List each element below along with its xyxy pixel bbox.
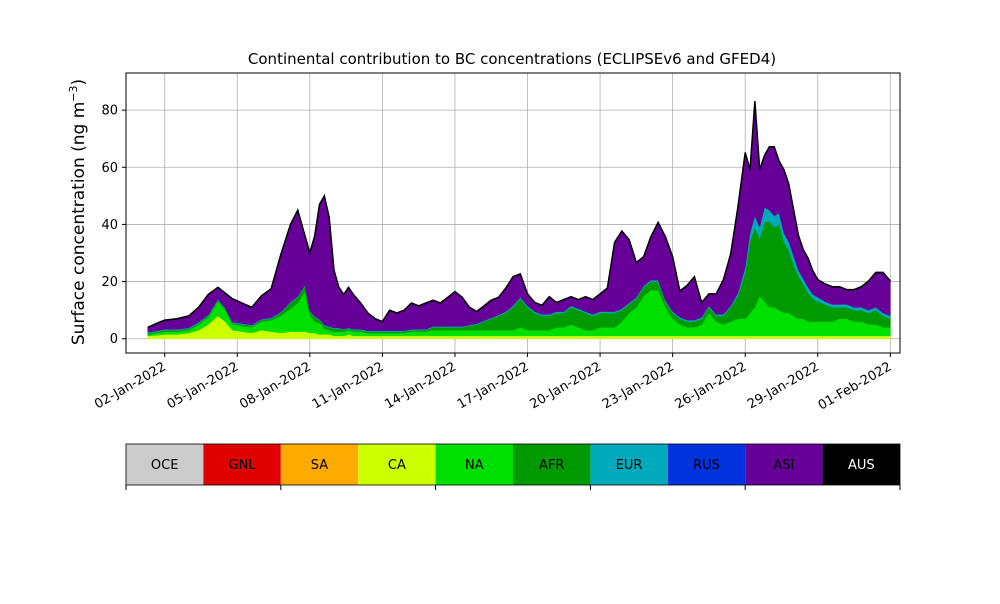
legend-label-rus: RUS	[693, 458, 720, 473]
x-tick-label: 17-Jan-2022	[455, 359, 532, 412]
legend-label-afr: AFR	[539, 458, 564, 473]
legend-label-asi: ASI	[773, 458, 794, 473]
plot-frame	[125, 72, 901, 354]
y-tick-label: 20	[101, 275, 118, 290]
legend-label-oce: OCE	[151, 458, 179, 473]
y-axis-label: Surface concentration (ng m−3)	[67, 79, 89, 345]
legend-swatch-asi	[745, 444, 823, 485]
plot-areas	[147, 100, 891, 339]
legend: OCE GNL SA CA NA AFR EUR RUS ASI AUS	[125, 443, 901, 490]
x-tick-label: 11-Jan-2022	[310, 359, 387, 412]
legend-swatch-afr	[513, 444, 591, 485]
total-outline	[147, 100, 891, 328]
legend-label-aus: AUS	[848, 458, 875, 473]
legend-label-eur: EUR	[616, 458, 643, 473]
legend-label-ca: CA	[388, 458, 406, 473]
legend-swatch-oce	[126, 444, 204, 485]
x-tick-label: 29-Jan-2022	[745, 359, 822, 412]
legend-label-sa: SA	[311, 458, 328, 473]
x-tick-label: 08-Jan-2022	[237, 359, 314, 412]
x-tick-label: 01-Feb-2022	[816, 359, 895, 413]
y-axis-label-close: )	[69, 79, 89, 86]
legend-label-na: NA	[465, 458, 484, 473]
x-tick-label: 02-Jan-2022	[92, 359, 169, 412]
legend-swatch-eur	[590, 444, 668, 485]
y-tick-label: 60	[101, 161, 118, 176]
y-tick-label: 40	[101, 218, 118, 233]
x-tick-label: 23-Jan-2022	[600, 359, 677, 412]
legend-swatch-aus	[822, 444, 900, 485]
y-axis-label-exponent: −3	[67, 85, 80, 101]
x-tick-label: 14-Jan-2022	[382, 359, 459, 412]
legend-swatch-ca	[358, 444, 436, 485]
x-tick-label: 20-Jan-2022	[527, 359, 604, 412]
legend-swatch-rus	[667, 444, 746, 485]
chart-title: Continental contribution to BC concentra…	[248, 50, 776, 68]
legend-swatch-na	[435, 444, 513, 485]
legend-swatch-gnl	[203, 444, 281, 485]
legend-label-gnl: GNL	[229, 458, 257, 473]
x-tick-label: 05-Jan-2022	[165, 359, 242, 412]
x-tick-label: 26-Jan-2022	[673, 359, 750, 412]
y-tick-label: 80	[101, 104, 118, 119]
legend-frame	[125, 443, 901, 486]
legend-swatch-sa	[280, 444, 359, 485]
y-axis-label-text: Surface concentration (ng m	[69, 102, 89, 345]
y-tick-label: 0	[110, 332, 118, 347]
